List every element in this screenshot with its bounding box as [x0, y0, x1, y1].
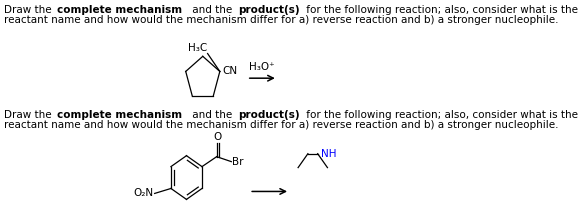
- Text: CN: CN: [222, 66, 237, 76]
- Text: product(s): product(s): [238, 5, 299, 15]
- Text: H₃O⁺: H₃O⁺: [249, 62, 275, 72]
- Text: for the following reaction; also, consider what is the: for the following reaction; also, consid…: [303, 5, 578, 15]
- Text: O₂N: O₂N: [134, 189, 154, 198]
- Text: reactant name and how would the mechanism differ for a) reverse reaction and b) : reactant name and how would the mechanis…: [4, 15, 558, 25]
- Text: for the following reaction; also, consider what is the: for the following reaction; also, consid…: [303, 110, 578, 120]
- Text: and the: and the: [189, 5, 235, 15]
- Text: Br: Br: [232, 157, 244, 167]
- Text: O: O: [214, 132, 222, 142]
- Text: Draw the: Draw the: [4, 110, 55, 120]
- Text: complete mechanism: complete mechanism: [58, 110, 183, 120]
- Text: NH: NH: [321, 149, 336, 159]
- Text: H₃C: H₃C: [187, 43, 207, 53]
- Text: Draw the: Draw the: [4, 5, 55, 15]
- Text: and the: and the: [189, 110, 235, 120]
- Text: reactant name and how would the mechanism differ for a) reverse reaction and b) : reactant name and how would the mechanis…: [4, 120, 558, 130]
- Text: product(s): product(s): [238, 110, 299, 120]
- Text: complete mechanism: complete mechanism: [58, 5, 183, 15]
